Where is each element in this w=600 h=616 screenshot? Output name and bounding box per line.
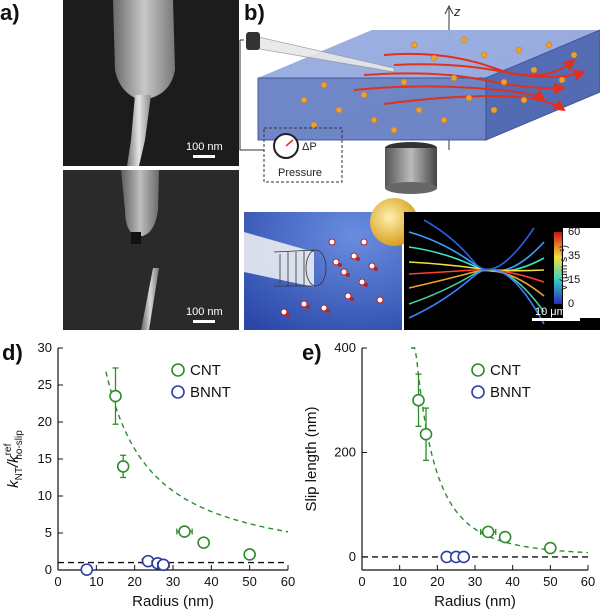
- legend-label: BNNT: [490, 384, 531, 401]
- legend-marker: [471, 363, 485, 377]
- x-tick-label: 50: [543, 574, 557, 589]
- x-tick-label: 20: [127, 574, 141, 589]
- cnt-point: [243, 548, 256, 561]
- fit-curve: [411, 347, 589, 554]
- cnt-point: [498, 530, 512, 544]
- cnt-point: [481, 525, 495, 539]
- cnt-point: [412, 393, 425, 407]
- x-tick-label: 30: [468, 574, 482, 589]
- panel-d-label: d): [2, 340, 23, 365]
- y-axis-label: kNT/krefno-slip: [3, 430, 25, 488]
- y-axis-label: Slip length (nm): [303, 406, 320, 511]
- x-tick-label: 60: [281, 574, 295, 589]
- delta-p-label: ΔP: [302, 141, 317, 153]
- y-tick-label: 30: [38, 340, 52, 355]
- colorbar-tick-15: 15: [568, 274, 581, 286]
- x-tick-label: 30: [166, 574, 180, 589]
- scale-label-bottom: 100 nm: [186, 306, 223, 318]
- x-tick-label: 10: [89, 574, 103, 589]
- z-axis-label: z: [453, 4, 461, 19]
- legend-marker: [171, 363, 185, 377]
- y-tick-label: 5: [45, 525, 52, 540]
- legend-label: CNT: [190, 362, 221, 379]
- y-tick-label: 10: [38, 488, 52, 503]
- flow-map-scale-label: 10 μm: [535, 306, 566, 318]
- y-tick-label: 15: [38, 451, 52, 466]
- nanotube-tip-top-drawing: [113, 0, 215, 166]
- legend-label: BNNT: [190, 384, 231, 401]
- nanotube-tip-bottom-drawing: [121, 170, 215, 330]
- x-tick-label: 60: [581, 574, 595, 589]
- flow-cell-schematic: z ΔP Pressure: [239, 4, 600, 194]
- x-tick-label: 0: [358, 574, 365, 589]
- x-tick-label: 0: [54, 574, 61, 589]
- chart-d: 0 10 20 30 40 50 60 0 5 10 15 20 25 30 Radius (nm) kNT/…: [3, 340, 295, 610]
- colorbar-tick-0: 0: [568, 298, 575, 310]
- legend-label: CNT: [490, 362, 521, 379]
- chart-e: 0 10 20 30 40 50 60 0 200 400 Radius (nm) Slip leng…: [303, 340, 595, 610]
- pressure-label: Pressure: [278, 167, 322, 179]
- bnnt-point: [80, 563, 94, 576]
- scale-label-top: 100 nm: [186, 141, 223, 153]
- x-axis-label: Radius (nm): [434, 593, 516, 610]
- x-tick-label: 50: [242, 574, 256, 589]
- sem-image-top: 100 nm: [63, 0, 239, 166]
- y-tick-label: 400: [334, 340, 356, 355]
- x-tick-label: 20: [430, 574, 444, 589]
- x-tick-label: 40: [204, 574, 218, 589]
- nanotube-render: [244, 198, 418, 330]
- cnt-point: [419, 427, 433, 441]
- y-tick-label: 20: [38, 414, 52, 429]
- x-axis-label: Radius (nm): [132, 593, 214, 610]
- legend-marker: [471, 385, 485, 399]
- y-tick-label: 200: [334, 444, 356, 459]
- panel-a-label: a): [0, 0, 20, 25]
- y-tick-label: 0: [45, 562, 52, 577]
- cnt-point: [197, 536, 210, 549]
- panel-e-label: e): [302, 340, 322, 365]
- colorbar-panel: [563, 228, 600, 318]
- y-tick-label: 25: [38, 377, 52, 392]
- panel-b-label: b): [244, 0, 265, 25]
- bnnt-point: [457, 550, 470, 564]
- cnt-point: [109, 389, 122, 403]
- cnt-point: [116, 460, 130, 473]
- x-tick-label: 40: [505, 574, 519, 589]
- colorbar-tick-35: 35: [568, 250, 581, 262]
- colorbar-unit: v (μm s⁻¹): [558, 245, 570, 290]
- bnnt-point: [157, 558, 170, 572]
- cnt-point: [178, 525, 191, 538]
- legend-marker: [171, 385, 185, 399]
- colorbar-tick-60: 60: [568, 226, 581, 238]
- sem-image-bottom: 100 nm: [63, 170, 239, 330]
- cnt-point: [544, 541, 557, 555]
- x-tick-label: 10: [392, 574, 406, 589]
- fit-curve: [105, 371, 289, 533]
- y-tick-label: 0: [349, 549, 356, 564]
